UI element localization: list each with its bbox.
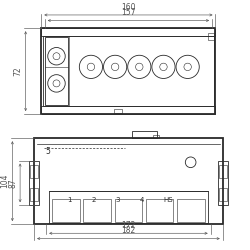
Bar: [43, 36, 214, 106]
Bar: [42, 28, 216, 36]
Text: 1: 1: [67, 197, 71, 203]
Bar: [208, 33, 214, 40]
Text: 4: 4: [140, 197, 144, 203]
Bar: [84, 199, 111, 222]
Text: 2: 2: [91, 197, 96, 203]
Bar: [114, 109, 122, 113]
Bar: [45, 37, 68, 105]
Bar: [219, 165, 227, 177]
Text: 3: 3: [115, 197, 120, 203]
Text: 172: 172: [121, 221, 136, 230]
Bar: [153, 134, 159, 138]
Bar: [49, 191, 208, 223]
Text: 160: 160: [121, 3, 136, 12]
Bar: [52, 199, 80, 222]
Bar: [34, 138, 223, 224]
Text: 5: 5: [45, 147, 50, 156]
Text: 157: 157: [121, 8, 136, 17]
Bar: [42, 28, 216, 114]
Text: 87: 87: [8, 178, 17, 188]
Bar: [219, 188, 227, 201]
Text: 182: 182: [121, 226, 136, 235]
Bar: [115, 199, 142, 222]
Bar: [30, 188, 38, 201]
Bar: [30, 165, 38, 177]
Text: HS: HS: [164, 197, 173, 203]
Bar: [177, 199, 204, 222]
Bar: [29, 160, 39, 205]
Bar: [132, 132, 157, 138]
Bar: [42, 106, 216, 114]
Bar: [146, 199, 173, 222]
Text: 104: 104: [0, 174, 10, 188]
Text: 72: 72: [14, 66, 23, 76]
Bar: [218, 160, 228, 205]
